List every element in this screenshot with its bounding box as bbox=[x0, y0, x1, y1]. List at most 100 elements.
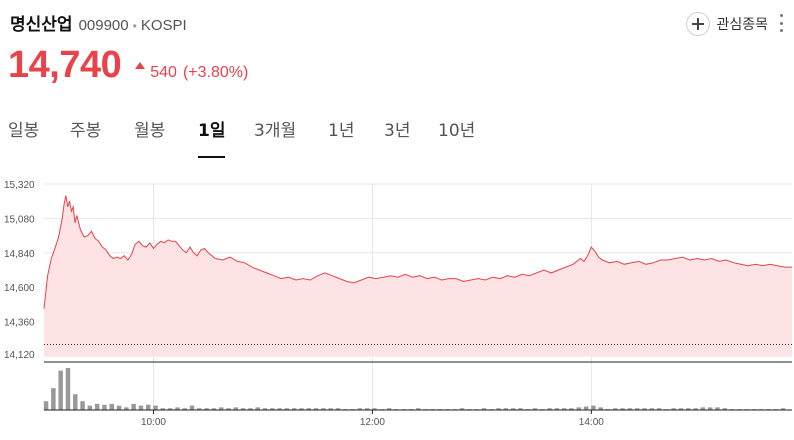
tab-weekly[interactable]: 주봉 bbox=[70, 121, 102, 141]
volume-bar bbox=[218, 407, 224, 410]
price-change-rate: (+3.80%) bbox=[182, 64, 249, 81]
price-area-fill bbox=[44, 195, 792, 356]
volume-bar bbox=[248, 408, 253, 410]
volume-bar bbox=[226, 408, 231, 410]
more-options-icon[interactable] bbox=[776, 12, 786, 34]
volume-bar bbox=[722, 408, 727, 410]
volume-bar bbox=[598, 407, 603, 410]
volume-bar bbox=[678, 408, 684, 410]
volume-bar bbox=[649, 408, 655, 410]
volume-bar bbox=[583, 406, 589, 410]
volume-bar bbox=[627, 408, 633, 410]
up-triangle-icon bbox=[135, 62, 146, 69]
volume-bar bbox=[299, 408, 304, 410]
volume-bar bbox=[131, 403, 136, 410]
y-tick-label: 14,840 bbox=[4, 249, 35, 260]
market-name: KOSPI bbox=[140, 17, 187, 34]
y-tick-label: 15,320 bbox=[4, 180, 35, 191]
stock-code: 009900 bbox=[78, 17, 129, 34]
volume-bar bbox=[634, 408, 640, 410]
volume-bar bbox=[189, 405, 195, 410]
volume-bar bbox=[255, 407, 260, 410]
volume-bar bbox=[569, 408, 574, 410]
volume-bar bbox=[124, 407, 129, 410]
volume-bar bbox=[416, 408, 421, 410]
volume-bar bbox=[153, 405, 158, 410]
volume-bar bbox=[671, 408, 676, 410]
volume-bar bbox=[197, 408, 202, 410]
volume-bars bbox=[43, 368, 786, 410]
x-tick-label: 10:00 bbox=[141, 417, 166, 428]
volume-bar bbox=[58, 370, 63, 410]
current-price: 14,740 bbox=[8, 44, 122, 86]
volume-bar bbox=[306, 408, 312, 410]
plus-circle-icon bbox=[686, 12, 711, 36]
volume-bar bbox=[518, 408, 523, 410]
volume-bar bbox=[576, 407, 582, 410]
volume-bar bbox=[554, 408, 560, 410]
volume-bar bbox=[503, 408, 509, 410]
volume-bar bbox=[211, 408, 217, 410]
volume-bar bbox=[656, 408, 662, 410]
volume-bar bbox=[496, 408, 501, 410]
volume-bar bbox=[277, 408, 282, 410]
tab-monthly[interactable]: 월봉 bbox=[134, 121, 166, 141]
volume-bar bbox=[240, 408, 246, 410]
tab-daily[interactable]: 일봉 bbox=[8, 121, 40, 141]
volume-bar bbox=[138, 405, 144, 410]
volume-bar bbox=[204, 408, 209, 410]
intraday-chart[interactable]: 15,320 15,080 14,840 14,600 14,360 14,120 10:… bbox=[0, 170, 794, 440]
volume-bar bbox=[167, 408, 173, 410]
volume-bar bbox=[591, 405, 596, 410]
volume-bar bbox=[357, 408, 363, 410]
volume-bar bbox=[284, 408, 290, 410]
volume-bar bbox=[145, 404, 151, 410]
stock-name: 명신산업 bbox=[10, 15, 73, 35]
volume-bar bbox=[160, 408, 166, 410]
volume-bar bbox=[51, 388, 56, 410]
tab-3year[interactable]: 3년 bbox=[384, 121, 411, 141]
volume-bar bbox=[182, 408, 187, 410]
price-row: 14,740 540 (+3.80%) bbox=[8, 44, 248, 87]
volume-bar bbox=[364, 408, 370, 410]
volume-bar bbox=[700, 407, 706, 410]
volume-bar bbox=[510, 408, 516, 410]
volume-bar bbox=[109, 403, 115, 410]
y-tick-label: 14,120 bbox=[4, 350, 35, 361]
y-axis-labels: 15,320 15,080 14,840 14,600 14,360 14,120 bbox=[4, 180, 35, 361]
volume-bar bbox=[693, 408, 698, 410]
volume-bar bbox=[459, 408, 465, 410]
separator-dot-icon: • bbox=[132, 19, 137, 33]
tab-1day[interactable]: 1일 bbox=[198, 110, 226, 158]
volume-bar bbox=[335, 408, 341, 410]
volume-bar bbox=[175, 407, 180, 410]
volume-bar bbox=[291, 408, 297, 410]
add-watchlist-button[interactable]: 관심종목 bbox=[686, 11, 768, 37]
x-axis-labels: 10:00 12:00 14:00 bbox=[141, 410, 604, 428]
volume-bar bbox=[87, 405, 93, 410]
volume-bar bbox=[642, 408, 647, 410]
x-tick-label: 14:00 bbox=[579, 417, 604, 428]
y-tick-label: 14,360 bbox=[4, 318, 35, 329]
volume-bar bbox=[102, 404, 107, 410]
volume-bar bbox=[686, 408, 691, 410]
volume-bar bbox=[481, 408, 487, 410]
volume-bar bbox=[620, 408, 625, 410]
tab-3month[interactable]: 3개월 bbox=[254, 121, 297, 141]
volume-bar bbox=[372, 408, 377, 410]
volume-bar bbox=[707, 407, 713, 410]
volume-bar bbox=[313, 408, 319, 410]
volume-bar bbox=[65, 368, 71, 410]
stock-header: 명신산업 009900 • KOSPI bbox=[10, 10, 187, 36]
volume-bar bbox=[116, 405, 122, 410]
volume-bar bbox=[613, 408, 618, 410]
volume-bar bbox=[532, 408, 538, 410]
volume-bar bbox=[233, 407, 239, 410]
volume-bar bbox=[73, 394, 78, 410]
volume-bar bbox=[43, 401, 49, 410]
volume-bar bbox=[270, 408, 275, 410]
tab-10year[interactable]: 10년 bbox=[438, 121, 476, 141]
volume-bar bbox=[386, 408, 392, 410]
price-change: 540 bbox=[150, 64, 177, 81]
tab-1year[interactable]: 1년 bbox=[328, 121, 355, 141]
